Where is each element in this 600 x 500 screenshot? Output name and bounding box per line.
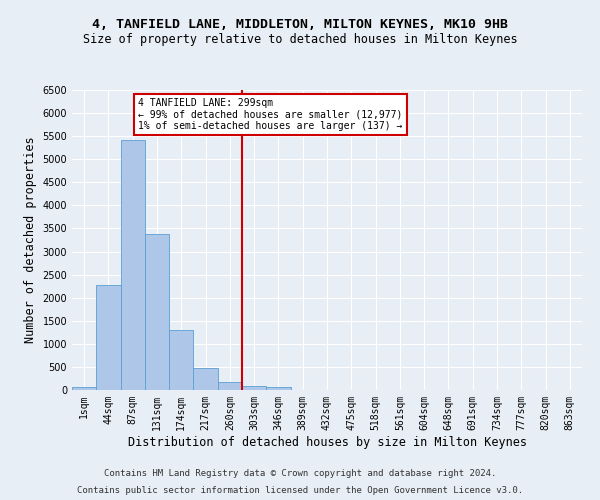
Bar bbox=[145, 234, 169, 390]
Y-axis label: Number of detached properties: Number of detached properties bbox=[24, 136, 37, 344]
Bar bbox=[242, 386, 266, 390]
Bar bbox=[169, 330, 193, 390]
Bar bbox=[72, 386, 96, 390]
Bar bbox=[193, 368, 218, 390]
X-axis label: Distribution of detached houses by size in Milton Keynes: Distribution of detached houses by size … bbox=[128, 436, 527, 448]
Bar bbox=[218, 382, 242, 390]
Text: 4, TANFIELD LANE, MIDDLETON, MILTON KEYNES, MK10 9HB: 4, TANFIELD LANE, MIDDLETON, MILTON KEYN… bbox=[92, 18, 508, 30]
Text: Contains HM Land Registry data © Crown copyright and database right 2024.: Contains HM Land Registry data © Crown c… bbox=[104, 468, 496, 477]
Bar bbox=[121, 140, 145, 390]
Text: 4 TANFIELD LANE: 299sqm
← 99% of detached houses are smaller (12,977)
1% of semi: 4 TANFIELD LANE: 299sqm ← 99% of detache… bbox=[139, 98, 403, 130]
Text: Size of property relative to detached houses in Milton Keynes: Size of property relative to detached ho… bbox=[83, 32, 517, 46]
Bar bbox=[96, 285, 121, 390]
Text: Contains public sector information licensed under the Open Government Licence v3: Contains public sector information licen… bbox=[77, 486, 523, 495]
Bar bbox=[266, 388, 290, 390]
